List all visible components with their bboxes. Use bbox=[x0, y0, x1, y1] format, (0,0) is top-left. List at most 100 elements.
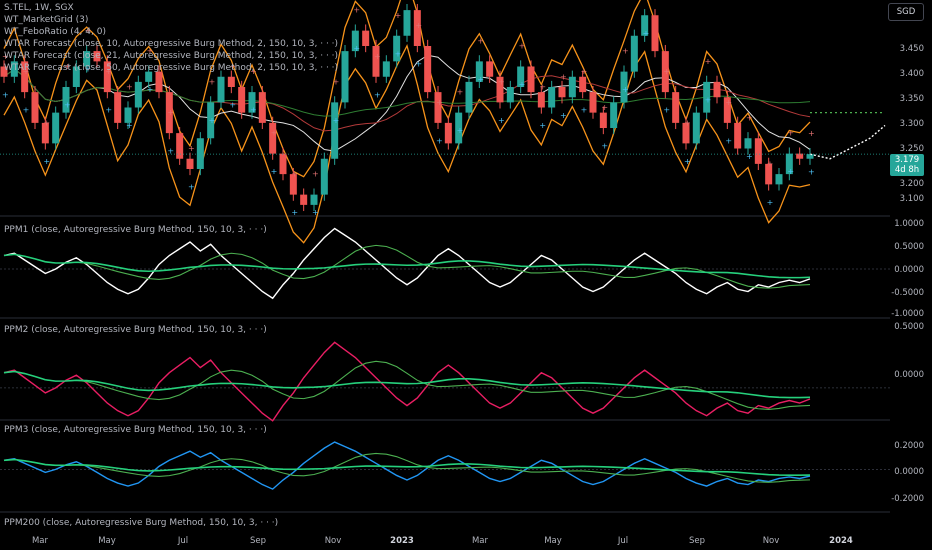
candle-body bbox=[610, 102, 618, 128]
grid-marker: + bbox=[560, 72, 567, 81]
candle-body bbox=[527, 66, 535, 93]
ppm3-tick: 0.2000 bbox=[894, 441, 924, 451]
candle-body bbox=[393, 35, 401, 62]
candle-body bbox=[496, 76, 504, 103]
grid-marker: + bbox=[291, 170, 298, 179]
candle-body bbox=[403, 10, 411, 36]
currency-selector[interactable]: SGD bbox=[888, 3, 924, 21]
candle-body bbox=[599, 112, 607, 128]
grid-marker: + bbox=[271, 129, 278, 138]
grid-marker: + bbox=[415, 21, 422, 30]
grid-marker: + bbox=[663, 67, 670, 76]
bar-countdown: 4d 8h bbox=[894, 165, 920, 175]
time-tick: Sep bbox=[249, 536, 267, 546]
candle-body bbox=[362, 30, 370, 46]
candle-body bbox=[682, 122, 690, 144]
grid-marker: + bbox=[746, 113, 753, 122]
grid-marker: + bbox=[105, 67, 112, 76]
candle-body bbox=[227, 76, 235, 87]
grid-marker: + bbox=[457, 88, 464, 97]
indicator-legend-febo-ratio[interactable]: WT_FeboRatio (4, 4, 0) bbox=[4, 27, 106, 37]
grid-marker: + bbox=[188, 144, 195, 153]
grid-marker: + bbox=[271, 167, 278, 176]
grid-marker: + bbox=[767, 198, 774, 207]
pane-label-ppm1[interactable]: PPM1 (close, Autoregressive Burg Method,… bbox=[4, 225, 267, 235]
candle-body bbox=[351, 30, 359, 52]
price-tick: 3.450 bbox=[899, 44, 924, 54]
candle-body bbox=[424, 46, 432, 93]
time-tick: Jul bbox=[617, 536, 629, 546]
price-tick: 3.200 bbox=[899, 179, 924, 189]
candle-body bbox=[754, 138, 762, 164]
indicator-legend-forecast-10[interactable]: WTAR Forecast (close, 10, Autoregressive… bbox=[4, 39, 339, 49]
ppm3-trend-line bbox=[3, 458, 811, 476]
candle-body bbox=[31, 92, 39, 123]
last-price-badge: 3.179 4d 8h bbox=[890, 154, 924, 176]
pane-label-ppm3[interactable]: PPM3 (close, Autoregressive Burg Method,… bbox=[4, 425, 267, 435]
pane-label-ppm2[interactable]: PPM2 (close, Autoregressive Burg Method,… bbox=[4, 325, 267, 335]
candle-body bbox=[589, 92, 597, 113]
ppm1-tick: -0.5000 bbox=[891, 288, 924, 298]
candle-body bbox=[568, 76, 576, 98]
grid-marker: + bbox=[725, 98, 732, 107]
candle-body bbox=[382, 61, 390, 77]
grid-marker: + bbox=[105, 106, 112, 115]
grid-marker: + bbox=[684, 157, 691, 166]
candle-body bbox=[279, 153, 287, 175]
candle-body bbox=[289, 174, 297, 195]
grid-marker: + bbox=[85, 26, 92, 35]
candle-body bbox=[155, 71, 163, 93]
candle-body bbox=[176, 133, 184, 159]
indicator-legend-market-grid[interactable]: WT_MarketGrid (3) bbox=[4, 15, 89, 25]
candle-body bbox=[124, 107, 132, 123]
candle-body bbox=[145, 71, 153, 82]
grid-marker: + bbox=[622, 47, 629, 56]
grid-marker: + bbox=[291, 208, 298, 217]
grid-marker: + bbox=[477, 75, 484, 84]
candle-body bbox=[486, 61, 494, 77]
grid-marker: + bbox=[333, 116, 340, 125]
grid-marker: + bbox=[622, 85, 629, 94]
candle-body bbox=[62, 87, 70, 113]
candle-body bbox=[248, 92, 256, 113]
grid-marker: + bbox=[457, 126, 464, 135]
grid-marker: + bbox=[229, 62, 236, 71]
grid-marker: + bbox=[126, 83, 133, 92]
candle-body bbox=[661, 51, 669, 93]
candle-body bbox=[207, 102, 215, 139]
candle-body bbox=[806, 154, 814, 159]
grid-marker: + bbox=[808, 168, 815, 177]
time-tick: May bbox=[98, 536, 116, 546]
grid-marker: + bbox=[498, 77, 505, 86]
grid-marker: + bbox=[643, 29, 650, 38]
candle-body bbox=[548, 87, 556, 108]
grid-marker: + bbox=[415, 60, 422, 69]
candle-body bbox=[455, 112, 463, 144]
ppm3-line bbox=[3, 441, 811, 490]
ppm1-tick: 0.0000 bbox=[894, 265, 924, 275]
grid-marker: + bbox=[333, 77, 340, 86]
grid-marker: + bbox=[64, 62, 71, 71]
grid-marker: + bbox=[229, 101, 236, 110]
indicator-legend-forecast-50[interactable]: WTAR Forecast (close, 50, Autoregressive… bbox=[4, 63, 339, 73]
grid-marker: + bbox=[312, 208, 319, 217]
grid-marker: + bbox=[581, 67, 588, 76]
candle-body bbox=[103, 61, 111, 93]
pane-label-ppm200[interactable]: PPM200 (close, Autoregressive Burg Metho… bbox=[4, 518, 279, 528]
symbol-title[interactable]: S.TEL, 1W, SGX bbox=[4, 3, 74, 13]
ppm3-tick: 0.0000 bbox=[894, 467, 924, 477]
indicator-legend-forecast-21[interactable]: WTAR Forecast (close, 21, Autoregressive… bbox=[4, 51, 339, 61]
grid-marker: + bbox=[705, 95, 712, 104]
candle-body bbox=[579, 76, 587, 93]
grid-marker: + bbox=[395, 49, 402, 58]
grid-marker: + bbox=[787, 129, 794, 138]
grid-marker: + bbox=[539, 83, 546, 92]
grid-marker: + bbox=[684, 118, 691, 127]
candle-body bbox=[444, 122, 452, 144]
candle-body bbox=[10, 61, 18, 77]
grid-marker: + bbox=[436, 136, 443, 145]
ppm1-tick: 0.5000 bbox=[894, 242, 924, 252]
last-price-value: 3.179 bbox=[894, 155, 920, 165]
grid-marker: + bbox=[312, 170, 319, 179]
